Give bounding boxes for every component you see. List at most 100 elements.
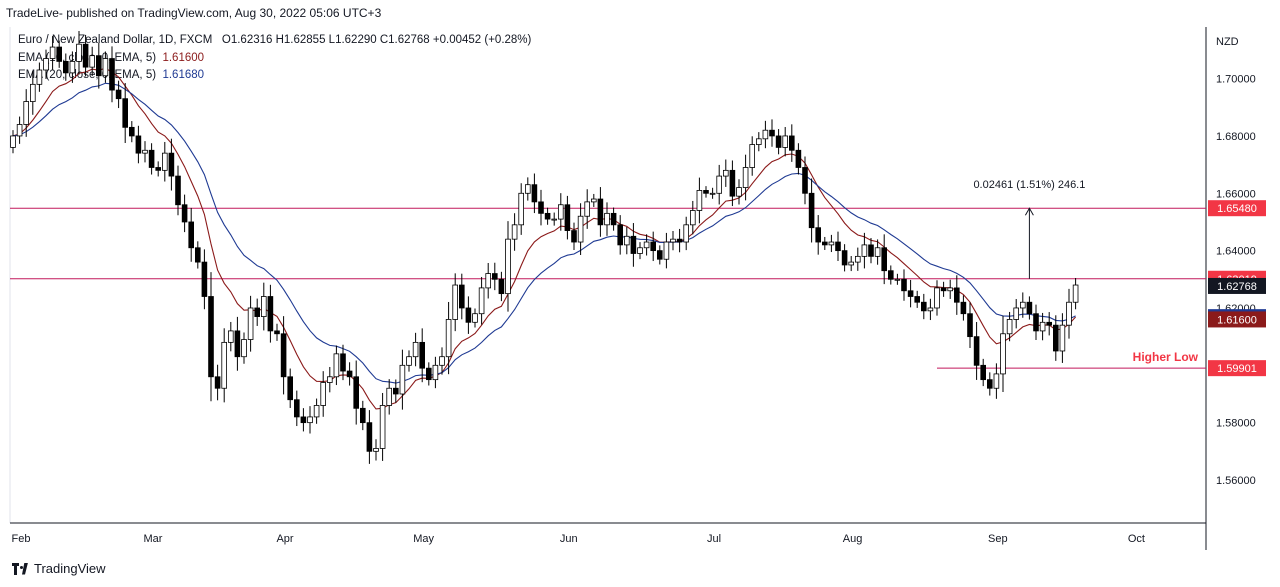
- candle-body: [458, 284, 465, 309]
- month-label: Sep: [988, 533, 1008, 545]
- candle-body: [973, 336, 980, 366]
- candle-body: [571, 230, 577, 243]
- candle-body: [637, 247, 643, 254]
- legend-ema20-row[interactable]: EMA (20, close, 0, EMA, 5) 1.61680: [18, 69, 204, 81]
- candle-body: [392, 387, 399, 395]
- candle-body: [439, 356, 445, 366]
- candle-body: [234, 330, 241, 358]
- candle-body: [76, 43, 82, 62]
- price-tick-label: 1.56000: [1216, 475, 1256, 487]
- candle-body: [597, 198, 604, 226]
- footer-brand-text: TradingView: [34, 561, 106, 576]
- candle-body: [43, 58, 49, 71]
- candle-body: [934, 287, 940, 309]
- candle-body: [841, 250, 848, 266]
- candle-body: [657, 250, 663, 260]
- candle-body: [835, 241, 841, 252]
- candle-body: [815, 227, 821, 243]
- price-axis[interactable]: 1.654801.630191.599011.700001.680001.660…: [1208, 36, 1266, 487]
- time-axis[interactable]: Feb Mar Apr May Jun Jul Aug Sep Oct: [12, 533, 1145, 545]
- candle-body: [828, 241, 835, 246]
- candle-body: [940, 287, 947, 292]
- legend-symbol-row: Euro / New Zealand Dollar, 1D, FXCM O1.6…: [18, 34, 531, 46]
- candle-body: [1039, 321, 1046, 332]
- candle-body: [775, 135, 782, 148]
- candle-body: [29, 83, 36, 102]
- candle-body: [221, 341, 228, 389]
- candle-body: [967, 313, 973, 338]
- candle-body: [69, 61, 76, 74]
- candle-body: [465, 307, 472, 323]
- candle-body: [161, 152, 168, 171]
- candle-body: [505, 238, 511, 295]
- candle-body: [373, 448, 379, 452]
- candle-body: [23, 101, 29, 125]
- candle-body: [1000, 333, 1006, 375]
- currency-label: NZD: [1216, 36, 1239, 48]
- candle-body: [194, 247, 201, 263]
- candle-body: [478, 287, 485, 315]
- candle-body: [115, 89, 122, 100]
- candle-body: [591, 198, 597, 203]
- candle-body: [1020, 301, 1026, 309]
- price-tick-label: 1.66000: [1216, 188, 1256, 200]
- candle-body: [56, 46, 62, 62]
- candle-body: [135, 135, 142, 154]
- candle-body: [960, 301, 967, 315]
- price-tick-label: 1.64000: [1216, 246, 1256, 258]
- candles: [10, 30, 1079, 464]
- candle-body: [425, 367, 432, 381]
- legend-symbol[interactable]: Euro / New Zealand Dollar, 1D, FXCM: [18, 34, 213, 46]
- candle-body: [181, 204, 188, 223]
- candle-body: [379, 405, 386, 449]
- candle-body: [617, 224, 623, 246]
- candle-body: [690, 210, 696, 226]
- month-label: Feb: [12, 533, 31, 545]
- candle-body: [472, 313, 478, 323]
- price-tick-label: 1.68000: [1216, 131, 1256, 143]
- higher-low-annotation: Higher Low: [1133, 350, 1199, 364]
- candle-body: [610, 212, 617, 226]
- candle-body: [525, 184, 531, 194]
- candle-body: [188, 221, 195, 249]
- candle-body: [307, 416, 313, 424]
- higher-low-tag: [1208, 360, 1266, 377]
- candle-body: [10, 135, 16, 148]
- month-label: Jul: [707, 533, 721, 545]
- candle-body: [366, 422, 373, 452]
- candle-body: [1059, 324, 1066, 352]
- ema-lines: [12, 67, 1077, 410]
- candle-body: [531, 184, 538, 203]
- candle-body: [313, 405, 320, 418]
- candle-body: [260, 296, 267, 317]
- candle-body: [901, 278, 907, 292]
- candle-body: [340, 353, 346, 372]
- candle-body: [359, 407, 366, 424]
- candle-body: [293, 399, 300, 418]
- candle-body: [795, 149, 802, 168]
- candle-body: [201, 261, 208, 297]
- candle-body: [716, 175, 722, 194]
- candle-body: [419, 341, 425, 369]
- candle-body: [683, 224, 689, 243]
- candle-body: [544, 212, 551, 220]
- candle-body: [142, 149, 148, 154]
- candle-body: [128, 126, 135, 137]
- candle-body: [861, 244, 868, 257]
- price-chart[interactable]: Higher Low 0.02461 (1.51%) 246.1 1.65480…: [0, 0, 1280, 560]
- candle-body: [280, 333, 287, 378]
- candle-body: [749, 144, 755, 168]
- candle-body: [155, 167, 162, 171]
- footer-brand[interactable]: TradingView: [12, 561, 106, 576]
- candle-body: [848, 261, 854, 266]
- candle-body: [551, 218, 557, 221]
- price-0-tag: [1208, 277, 1266, 294]
- candle-body: [287, 376, 293, 401]
- candle-body: [927, 307, 934, 312]
- horizontal-levels: Higher Low: [10, 207, 1206, 369]
- candle-body: [16, 124, 23, 137]
- candle-body: [564, 204, 571, 231]
- candle-body: [247, 307, 254, 340]
- candle-body: [498, 278, 505, 295]
- higher-low-tag-label: 1.59901: [1217, 363, 1257, 375]
